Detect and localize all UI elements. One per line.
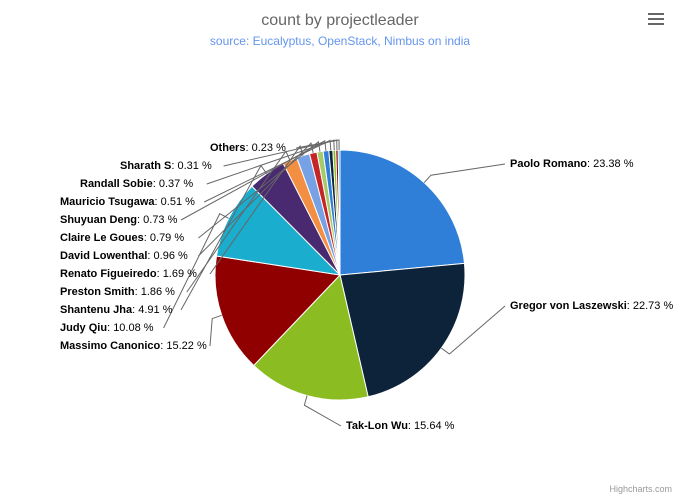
slice-label: Shantenu Jha: 4.91 % (60, 304, 173, 316)
slice-label: Massimo Canonico: 15.22 % (60, 340, 207, 352)
slice-label: David Lowenthal: 0.96 % (60, 250, 188, 262)
export-menu-button[interactable] (644, 10, 668, 34)
slice-label: Preston Smith: 1.86 % (60, 286, 175, 298)
chart-subtitle: source: Eucalyptus, OpenStack, Nimbus on… (0, 34, 680, 48)
credits-link[interactable]: Highcharts.com (609, 484, 672, 494)
chart-title: count by projectleader (0, 12, 680, 30)
leader-line (424, 164, 505, 183)
slice-label: Shuyuan Deng: 0.73 % (60, 214, 177, 226)
slice-label: Others: 0.23 % (210, 142, 286, 154)
slice-label: Renato Figueiredo: 1.69 % (60, 268, 197, 280)
slice-label: Tak-Lon Wu: 15.64 % (346, 420, 454, 432)
pie-slice[interactable] (340, 150, 464, 275)
pie-chart-container: count by projectleader source: Eucalyptu… (0, 0, 680, 500)
slice-label: Claire Le Goues: 0.79 % (60, 232, 184, 244)
slice-label: Sharath S: 0.31 % (120, 160, 212, 172)
slice-label: Mauricio Tsugawa: 0.51 % (60, 196, 195, 208)
slice-label: Gregor von Laszewski: 22.73 % (510, 300, 673, 312)
slice-label: Randall Sobie: 0.37 % (80, 178, 193, 190)
leader-line (210, 315, 222, 346)
slice-label: Judy Qiu: 10.08 % (60, 322, 154, 334)
slice-label: Paolo Romano: 23.38 % (510, 158, 634, 170)
